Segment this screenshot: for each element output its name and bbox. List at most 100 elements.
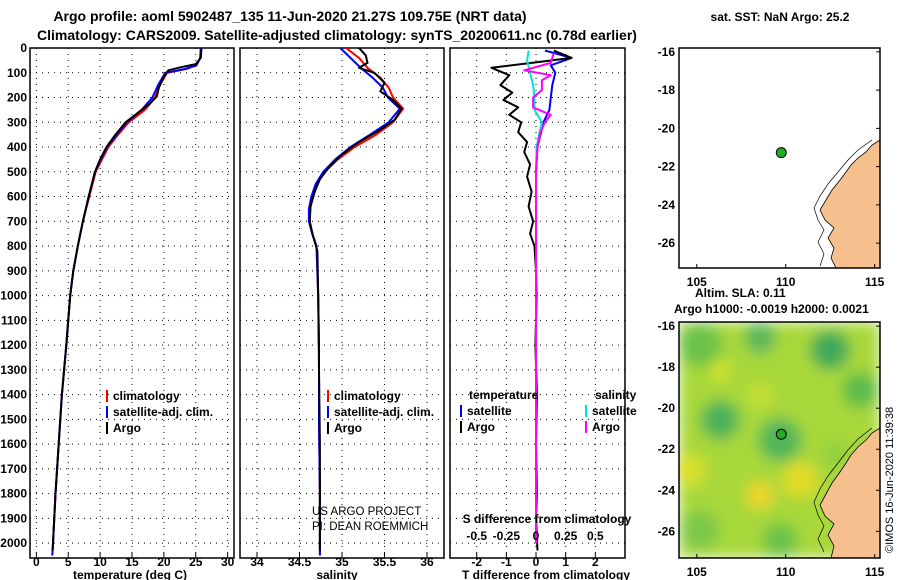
- difference-xtick-label: -2: [471, 555, 482, 569]
- altimetry-map-frame: [678, 321, 881, 559]
- sst-map-xtick-label: 115: [865, 275, 885, 289]
- credit-project: US ARGO PROJECT: [312, 506, 421, 518]
- depth-tick-label: 700: [7, 214, 27, 228]
- depth-tick-label: 1200: [0, 338, 27, 352]
- depth-tick-label: 1800: [0, 487, 27, 501]
- difference-s-tick-label: -0.5: [466, 529, 487, 543]
- sst-map-land: [819, 139, 880, 268]
- altimetry-map-land: [819, 427, 880, 558]
- legend-satellite-label: satellite-adj. clim.: [113, 405, 213, 419]
- legend-argo-label: Argo: [113, 421, 141, 435]
- salinity-xlabel: salinity: [316, 568, 358, 580]
- depth-tick-label: 400: [7, 140, 27, 154]
- altimetry-map-isobath: [813, 427, 873, 553]
- depth-tick-label: 200: [7, 91, 27, 105]
- legend-salinity-title: salinity: [595, 388, 637, 402]
- salinity-series-argo: [308, 48, 403, 551]
- difference-s-tick-label: 0: [533, 529, 540, 543]
- altimetry-sla-field: [679, 322, 880, 558]
- temperature-xtick-label: 30: [221, 555, 235, 569]
- salinity-xtick-label: 36: [420, 555, 434, 569]
- depth-tick-label: 500: [7, 165, 27, 179]
- salinity-xtick-label: 34.5: [288, 555, 312, 569]
- difference-xtick-label: 0: [533, 555, 540, 569]
- temperature-xtick-label: 25: [189, 555, 203, 569]
- depth-tick-label: 1100: [1, 313, 27, 327]
- depth-tick-label: 600: [7, 190, 27, 204]
- legend-climatology-label: climatology: [334, 389, 401, 403]
- salinity-series-satellite: [307, 48, 401, 556]
- altimetry-map-ytick-label: -26: [658, 524, 676, 538]
- legend-temperature-title: temperature: [469, 388, 539, 402]
- legend-s-argo-label: Argo: [592, 420, 620, 434]
- temperature-xtick-label: 20: [157, 555, 171, 569]
- sst-map-ytick-label: -20: [658, 121, 676, 135]
- sst-map-frame: [678, 47, 881, 269]
- salinity-xtick-label: 34: [250, 555, 264, 569]
- depth-tick-label: 800: [7, 239, 27, 253]
- salinity-xtick-label: 35: [335, 555, 349, 569]
- legend-climatology-label: climatology: [113, 389, 180, 403]
- sst-map-ytick-label: -18: [658, 83, 676, 97]
- temperature-xtick-label: 5: [65, 555, 72, 569]
- difference-frame: [449, 47, 626, 559]
- sst-map-float-marker: [775, 147, 787, 159]
- altimetry-map-ytick-label: -16: [658, 319, 676, 333]
- depth-tick-label: 0: [20, 41, 27, 55]
- temperature-frame: [29, 47, 235, 559]
- altimetry-map-title-line2: Argo h1000: -0.0019 h2000: 0.0021: [674, 302, 869, 316]
- altimetry-map-xtick-label: 110: [776, 565, 796, 579]
- altimetry-map-ytick-label: -24: [658, 483, 676, 497]
- depth-tick-label: 1400: [0, 388, 27, 402]
- depth-tick-label: 1900: [0, 511, 27, 525]
- difference-legend: temperature salinity satellite Argo sate…: [460, 388, 637, 434]
- temperature-legend: climatology satellite-adj. clim. Argo: [106, 389, 213, 435]
- difference-s-xlabel: S difference from climatology: [463, 512, 632, 526]
- temperature-series-satellite: [51, 48, 202, 556]
- sst-map-isobath: [813, 139, 873, 267]
- difference-s-tick-label: -0.25: [493, 529, 521, 543]
- depth-tick-label: 900: [7, 264, 27, 278]
- altimetry-map-title-line1: Altim. SLA: 0.11: [695, 286, 786, 300]
- salinity-panel: 34 34.5 35 35.5 36 climatology satellite-adj…: [239, 47, 445, 580]
- altimetry-map-xtick-label: 115: [865, 565, 885, 579]
- difference-xtick-label: 1: [562, 555, 569, 569]
- plot-title-line2: Climatology: CARS2009. Satellite-adjuste…: [37, 27, 637, 43]
- legend-satellite-label: satellite-adj. clim.: [334, 405, 434, 419]
- salinity-legend: climatology satellite-adj. clim. Argo: [327, 389, 434, 435]
- depth-tick-label: 1500: [0, 412, 27, 426]
- depth-tick-label: 1600: [0, 437, 27, 451]
- altimetry-map-xtick-label: 105: [687, 565, 707, 579]
- temperature-xlabel: temperature (deg C): [73, 568, 187, 580]
- altimetry-map-ytick-label: -22: [658, 442, 676, 456]
- sst-map-ytick-label: -24: [658, 198, 676, 212]
- difference-xtick-label: 2: [592, 555, 599, 569]
- depth-tick-label: 1700: [0, 462, 27, 476]
- legend-argo-label: Argo: [334, 421, 362, 435]
- depth-tick-label: 2000: [0, 536, 27, 550]
- credit-pi: PI: DEAN ROEMMICH: [312, 521, 428, 533]
- difference-t-xlabel: T difference from climatology: [462, 568, 630, 580]
- sst-map: sat. SST: NaN Argo: 25.2 -16 -18 -20 -22 -24…: [658, 10, 885, 289]
- difference-xtick-label: -1: [501, 555, 512, 569]
- imos-credit: ©IMOS 16-Jun-2020 11:39:38: [884, 407, 896, 553]
- sst-map-title: sat. SST: NaN Argo: 25.2: [711, 10, 850, 24]
- sst-map-ytick-label: -26: [658, 236, 676, 250]
- legend-t-argo-label: Argo: [467, 420, 495, 434]
- salinity-frame: [239, 47, 445, 559]
- sst-map-ytick-label: -16: [658, 45, 676, 59]
- sst-map-ytick-label: -22: [658, 160, 676, 174]
- temperature-series-argo: [51, 48, 203, 551]
- altimetry-map: Altim. SLA: 0.11 Argo h1000: -0.0019 h20…: [658, 286, 885, 579]
- difference-s-tick-label: 0.5: [587, 529, 604, 543]
- temperature-xtick-label: 10: [93, 555, 107, 569]
- salinity-xtick-label: 35.5: [373, 555, 397, 569]
- difference-s-tick-label: 0.25: [554, 529, 578, 543]
- sst-map-xtick-label: 105: [687, 275, 707, 289]
- difference-panel: -2 -1 0 1 2 temperature salinity satellite A…: [449, 47, 637, 580]
- difference-series-argo_salinity: [523, 52, 555, 544]
- legend-s-satellite-label: satellite: [592, 404, 637, 418]
- depth-tick-label: 300: [7, 115, 27, 129]
- legend-t-satellite-label: satellite: [467, 404, 512, 418]
